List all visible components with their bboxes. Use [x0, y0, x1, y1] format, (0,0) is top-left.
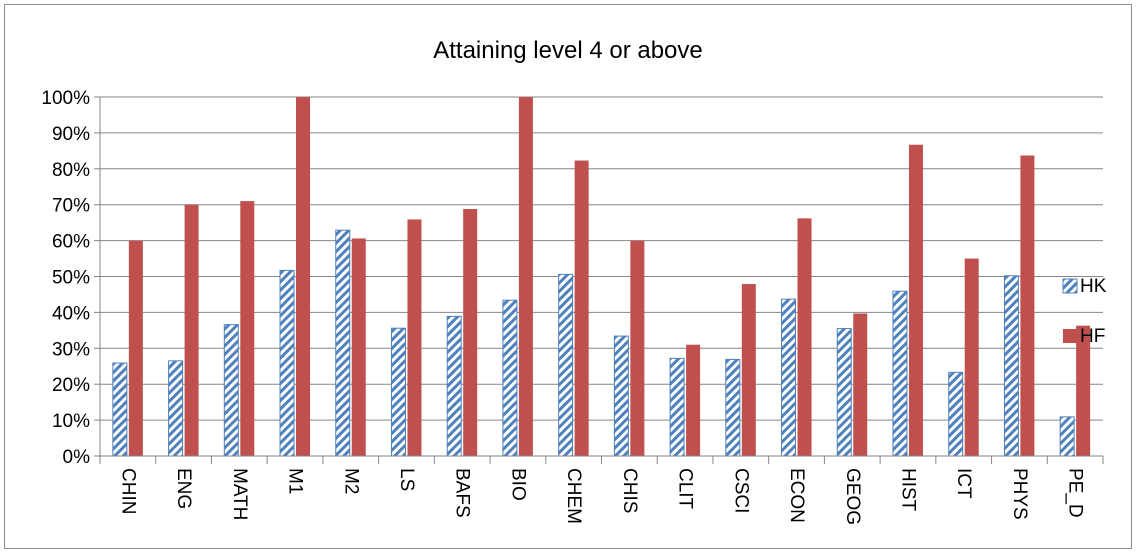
- x-tick-label: LS: [396, 468, 417, 491]
- bar-hf-chem: [574, 160, 589, 456]
- x-tick-label: ENG: [173, 468, 194, 509]
- bar-hk-phys: [1003, 275, 1019, 457]
- bar-hk-m1: [279, 269, 295, 457]
- legend: HK HF: [1062, 276, 1107, 347]
- bar-hk-econ: [781, 298, 797, 457]
- bar-hk-csci: [725, 358, 741, 457]
- x-tick-label: PE_D: [1065, 468, 1086, 518]
- bar-hf-eng: [184, 204, 199, 456]
- chart-title: Attaining level 4 or above: [433, 37, 703, 64]
- x-tick-label: CHIS: [619, 468, 640, 513]
- x-axis: CHIN ENG MATH M1 M2 LS BAFS BIO CHEM CHIS CLIT CSCI…: [99, 455, 1104, 525]
- bar-hk-m2: [335, 229, 351, 457]
- legend-swatch-hk: [1062, 278, 1078, 294]
- bar-hf-phys: [1020, 155, 1035, 456]
- bar-hk-chem: [558, 273, 574, 457]
- y-axis: 0% 10% 20% 30% 40% 50% 60% 70% 80% 90% 100%: [41, 88, 101, 468]
- bar-hf-ict: [964, 258, 979, 456]
- bar-hf-bafs: [463, 209, 478, 456]
- bar-hk-bio: [502, 299, 518, 457]
- bar-hf-m1: [296, 97, 311, 456]
- bar-hf-pe_d: [1076, 325, 1091, 456]
- y-tick-label: 40%: [52, 303, 90, 324]
- x-tick-label: M2: [340, 468, 361, 494]
- y-tick-label: 80%: [52, 160, 90, 181]
- x-tick-label: ICT: [953, 468, 974, 499]
- bar-hk-ls: [390, 327, 406, 457]
- bar-hk-clit: [669, 357, 685, 457]
- bar-hf-clit: [686, 344, 701, 456]
- y-tick-label: 90%: [52, 124, 90, 145]
- bar-hf-bio: [518, 97, 533, 456]
- y-tick-label: 30%: [52, 339, 90, 360]
- y-tick-label: 0%: [63, 447, 91, 468]
- bar-hf-csci: [741, 284, 756, 456]
- bar-hf-chis: [630, 240, 645, 456]
- bar-hf-ls: [407, 219, 422, 456]
- x-tick-label: GEOG: [842, 468, 863, 525]
- bar-hf-geog: [853, 313, 868, 456]
- y-tick-label: 20%: [52, 375, 90, 396]
- y-tick-label: 100%: [41, 88, 90, 109]
- x-tick-label: CLIT: [675, 468, 696, 510]
- x-tick-label: CHIN: [117, 468, 138, 514]
- legend-label-hk: HK: [1080, 276, 1107, 297]
- bar-hf-m2: [351, 238, 366, 456]
- y-tick-label: 70%: [52, 196, 90, 217]
- bar-hk-eng: [168, 360, 184, 457]
- bar-hk-geog: [836, 328, 852, 457]
- y-tick-label: 10%: [52, 411, 90, 432]
- bar-hf-hist: [908, 144, 923, 456]
- x-tick-label: BIO: [507, 468, 528, 501]
- bar-hf-chin: [128, 240, 143, 456]
- bar-hk-hist: [892, 290, 908, 457]
- legend-label-hf: HF: [1080, 326, 1105, 347]
- x-tick-label: BAFS: [452, 468, 473, 518]
- bar-hk-math: [223, 324, 239, 457]
- x-tick-label: MATH: [229, 468, 250, 520]
- bars: [112, 97, 1091, 457]
- x-tick-label: HIST: [897, 468, 918, 512]
- y-tick-label: 60%: [52, 232, 90, 253]
- bar-hf-math: [240, 201, 255, 456]
- legend-swatch-hf: [1063, 329, 1077, 343]
- bar-hk-pe_d: [1059, 416, 1075, 457]
- bar-hk-bafs: [446, 315, 462, 457]
- x-tick-label: CHEM: [563, 468, 584, 524]
- x-tick-label: PHYS: [1009, 468, 1030, 520]
- bar-hf-econ: [797, 218, 812, 456]
- bar-hk-chin: [112, 362, 128, 457]
- x-tick-label: ECON: [786, 468, 807, 523]
- x-tick-label: M1: [285, 468, 306, 494]
- y-tick-label: 50%: [52, 268, 90, 289]
- bar-hk-chis: [613, 335, 629, 457]
- x-tick-label: CSCI: [730, 468, 751, 513]
- bar-hk-ict: [948, 371, 964, 457]
